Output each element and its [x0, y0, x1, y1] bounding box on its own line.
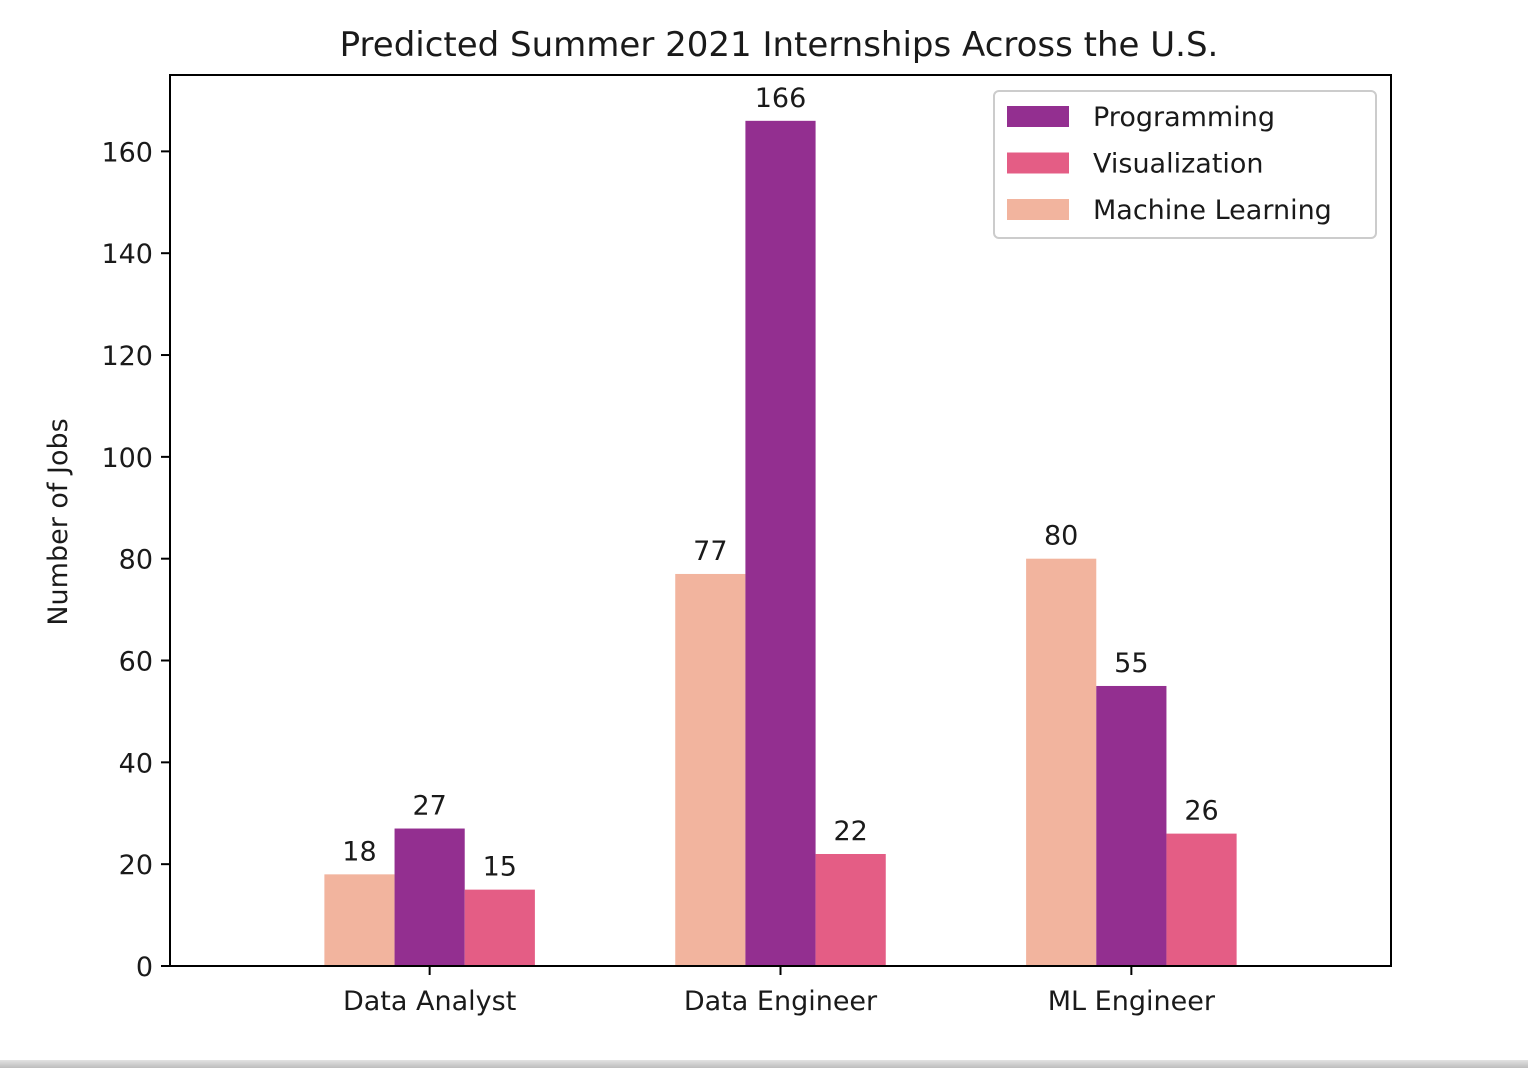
chart-title: Predicted Summer 2021 Internships Across… — [340, 25, 1219, 65]
y-tick-label-0: 0 — [136, 952, 153, 983]
x-tick-label-ml-engineer: ML Engineer — [1048, 986, 1216, 1017]
y-tick-label-40: 40 — [119, 748, 153, 779]
x-tick-label-data-analyst: Data Analyst — [343, 986, 516, 1017]
legend: Programming Visualization Machine Learning — [993, 90, 1377, 239]
legend-label-programming: Programming — [1093, 102, 1275, 133]
legend-label-machine-learning: Machine Learning — [1093, 195, 1332, 226]
y-tick-label-160: 160 — [101, 137, 153, 168]
bars-layer — [324, 120, 1237, 966]
bar-machine-learning-data-analyst — [324, 874, 395, 966]
y-tick-label-20: 20 — [119, 850, 153, 881]
legend-swatch-machine-learning — [1007, 199, 1069, 220]
bar-machine-learning-data-engineer — [675, 573, 746, 966]
data-label-programming-data-analyst: 27 — [412, 791, 446, 822]
y-axis: 0 20 40 60 80 100 120 140 160 — [101, 137, 170, 983]
bar-programming-ml-engineer — [1096, 685, 1167, 966]
data-label-machine-learning-ml-engineer: 80 — [1044, 521, 1078, 552]
data-label-programming-data-engineer: 166 — [755, 83, 807, 114]
bar-visualization-ml-engineer — [1166, 833, 1237, 966]
legend-label-visualization: Visualization — [1093, 149, 1264, 180]
legend-swatch-programming — [1007, 106, 1069, 127]
y-axis-label: Number of Jobs — [43, 418, 74, 625]
bar-programming-data-analyst — [394, 828, 465, 966]
x-axis: Data Analyst Data Engineer ML Engineer — [343, 966, 1216, 1017]
x-tick-label-data-engineer: Data Engineer — [684, 986, 878, 1017]
data-label-visualization-data-analyst: 15 — [483, 852, 517, 883]
bar-visualization-data-analyst — [464, 889, 535, 966]
data-label-machine-learning-data-analyst: 18 — [342, 836, 376, 867]
data-label-visualization-ml-engineer: 26 — [1184, 796, 1218, 827]
bar-machine-learning-ml-engineer — [1026, 558, 1097, 966]
data-label-machine-learning-data-engineer: 77 — [693, 536, 727, 567]
y-tick-label-100: 100 — [101, 443, 153, 474]
legend-box — [993, 90, 1377, 239]
y-tick-label-60: 60 — [119, 647, 153, 678]
plot-frame — [169, 74, 1392, 967]
data-label-programming-ml-engineer: 55 — [1114, 648, 1148, 679]
y-tick-label-80: 80 — [119, 545, 153, 576]
window-bottom-border — [0, 1060, 1528, 1068]
data-label-visualization-data-engineer: 22 — [833, 816, 867, 847]
y-tick-label-140: 140 — [101, 239, 153, 270]
y-tick-label-120: 120 — [101, 341, 153, 372]
legend-swatch-visualization — [1007, 152, 1069, 174]
bar-programming-data-engineer — [745, 120, 816, 966]
bar-visualization-data-engineer — [815, 853, 886, 966]
data-labels-layer: 18 77 80 27 166 55 15 22 26 — [342, 83, 1218, 883]
